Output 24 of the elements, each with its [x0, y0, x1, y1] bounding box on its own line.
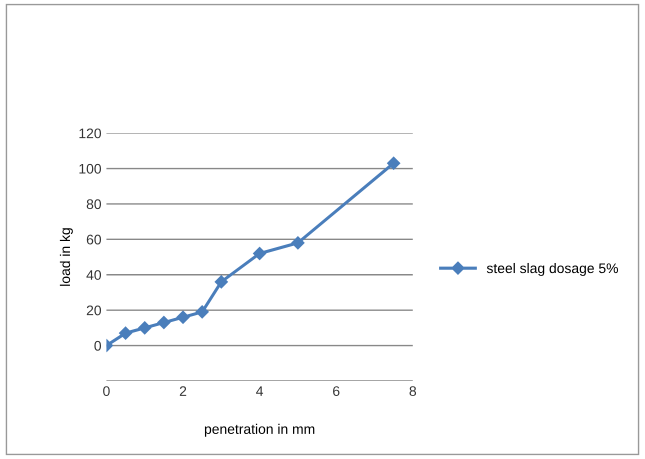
y-tick-label: 60 [86, 234, 102, 245]
y-tick-label: 20 [86, 305, 102, 316]
x-tick-label: 0 [103, 386, 110, 396]
point [157, 316, 170, 330]
y-tick-label: 40 [86, 270, 102, 280]
legend-label: steel slag dosage 5% [486, 262, 618, 276]
y-tick-label: 120 [79, 128, 102, 138]
point [253, 246, 266, 260]
y-tick-label: 100 [79, 164, 102, 174]
point [387, 156, 400, 170]
point [176, 310, 190, 324]
y-tick-label: 0 [94, 340, 102, 351]
x-tick-label: 2 [180, 386, 186, 396]
point [138, 321, 152, 334]
y-tick-label: 80 [86, 199, 102, 210]
point [196, 305, 209, 319]
x-axis-title: penetration in mm [204, 424, 314, 437]
y-axis-title: load in kg [60, 228, 73, 286]
x-tick-label: 4 [256, 386, 264, 396]
x-tick-label: 8 [410, 386, 416, 396]
point [214, 275, 228, 288]
point [118, 326, 132, 340]
x-tick-label: 6 [333, 386, 340, 396]
point [291, 236, 304, 250]
